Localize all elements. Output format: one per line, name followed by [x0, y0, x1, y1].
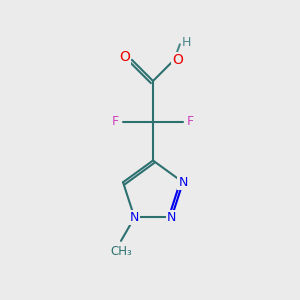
Text: O: O [172, 53, 183, 67]
Text: CH₃: CH₃ [110, 245, 132, 258]
Text: N: N [130, 211, 139, 224]
Text: O: O [119, 50, 130, 64]
Text: N: N [178, 176, 188, 189]
Text: F: F [112, 115, 119, 128]
Text: N: N [167, 211, 176, 224]
Text: F: F [187, 115, 194, 128]
Text: H: H [182, 36, 191, 49]
